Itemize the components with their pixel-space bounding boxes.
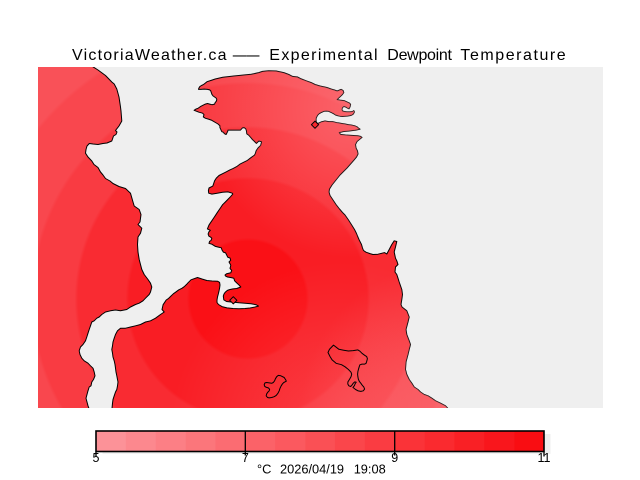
svg-text:°C: °C <box>257 462 271 477</box>
svg-text:19:08: 19:08 <box>354 462 386 477</box>
svg-text:5: 5 <box>93 451 100 465</box>
svg-text:Dewpoint: Dewpoint <box>387 47 452 64</box>
svg-text:––: –– <box>233 47 260 64</box>
svg-text:2026/04/19: 2026/04/19 <box>280 462 344 477</box>
svg-text:Experimental: Experimental <box>269 47 377 64</box>
svg-text:7: 7 <box>242 451 249 465</box>
svg-text:VictoriaWeather.ca: VictoriaWeather.ca <box>72 47 227 64</box>
svg-text:Temperature: Temperature <box>460 47 565 64</box>
svg-text:9: 9 <box>391 451 398 465</box>
svg-text:11: 11 <box>538 451 551 465</box>
